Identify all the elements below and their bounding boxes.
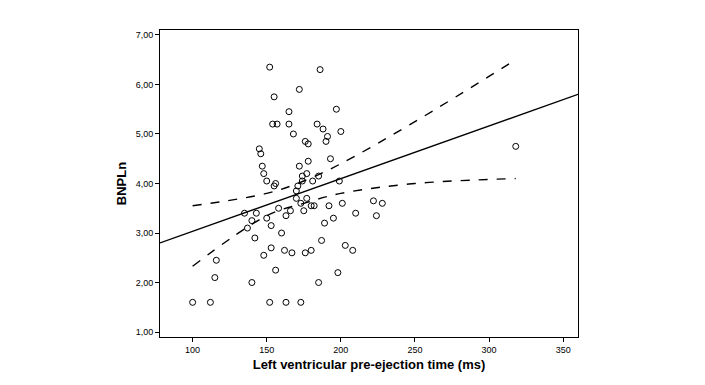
- svg-text:7,00: 7,00: [136, 30, 154, 40]
- svg-text:200: 200: [333, 345, 348, 355]
- svg-text:5,00: 5,00: [136, 129, 154, 139]
- svg-text:100: 100: [185, 345, 200, 355]
- svg-text:BNPLn: BNPLn: [114, 162, 129, 205]
- svg-text:250: 250: [407, 345, 422, 355]
- svg-text:2,00: 2,00: [136, 278, 154, 288]
- svg-text:6,00: 6,00: [136, 80, 154, 90]
- svg-text:300: 300: [482, 345, 497, 355]
- svg-text:Left ventricular pre-ejection: Left ventricular pre-ejection time (ms): [253, 357, 486, 372]
- svg-text:350: 350: [556, 345, 571, 355]
- svg-text:4,00: 4,00: [136, 179, 154, 189]
- svg-text:3,00: 3,00: [136, 228, 154, 238]
- svg-text:1,00: 1,00: [136, 327, 154, 337]
- svg-text:150: 150: [259, 345, 274, 355]
